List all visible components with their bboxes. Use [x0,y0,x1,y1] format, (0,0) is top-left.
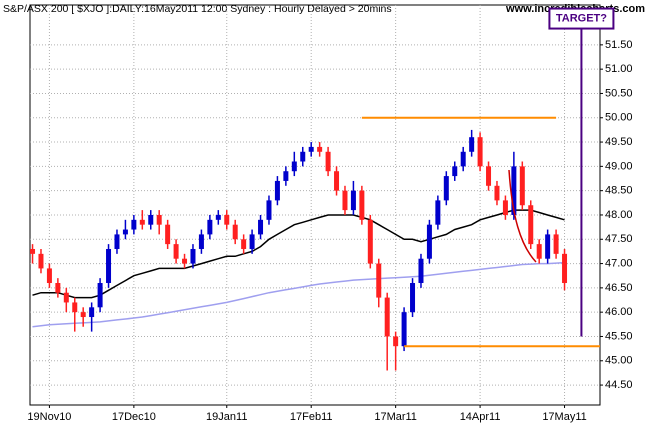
candle-body [384,297,390,337]
target-box [548,7,615,30]
candle-body [148,214,154,225]
x-tick-label: 14Apr11 [460,411,501,423]
candle-body [545,234,551,259]
candle-body [55,283,61,293]
candle-body [249,234,255,249]
candle-body [89,307,95,318]
y-tick-label: 45.00 [605,355,633,367]
candle-body [224,214,230,225]
candle-body [308,146,314,152]
candle-body [131,219,137,230]
candle-body [435,200,441,225]
candle-body [494,185,500,201]
y-tick-label: 44.50 [605,379,633,391]
candle-body [342,190,348,211]
candle-body [106,248,112,284]
candle-body [350,190,356,211]
candle-body [190,248,196,264]
candle-body [114,234,120,249]
x-tick-label: 19Nov10 [27,411,71,423]
candle-body [63,292,69,303]
candle-body [198,234,204,249]
y-tick-label: 49.00 [605,160,633,172]
candle-body [80,312,86,318]
candle-body [477,137,483,167]
candle-body [536,244,542,259]
annotation-curve [508,169,537,263]
candle-body [519,166,525,206]
candle-body [182,258,188,264]
x-tick-label: 19Jan11 [206,411,247,423]
candle-body [30,248,36,254]
candle-body [266,200,272,220]
candle-body [241,239,247,249]
candle-body [46,268,52,284]
candle-body [443,176,449,201]
candle-body [418,258,424,284]
candle-body [410,283,416,313]
candle-body [511,166,517,215]
candle-body [401,312,407,347]
candle-body [291,161,297,172]
candle-body [426,224,432,259]
candle-body [528,205,534,245]
chart-title: S&P/ASX 200 [ $XJO ]:DAILY:16May2011 12:… [3,3,392,15]
y-tick-label: 48.00 [605,209,633,221]
candle-body [165,224,171,245]
x-tick-label: 17Dec10 [112,411,156,423]
candle-body [452,166,458,177]
candle-body [283,171,289,181]
y-tick-label: 47.00 [605,257,633,269]
y-tick-label: 47.50 [605,233,633,245]
x-tick-label: 17Mar11 [374,411,417,423]
candle-body [122,229,128,235]
candle-body [469,137,475,152]
candle-body [553,234,559,254]
y-tick-label: 51.50 [605,39,633,51]
y-tick-label: 51.00 [605,63,633,75]
x-tick-label: 17May11 [542,411,586,423]
candle-body [215,214,221,220]
candle-body [376,263,382,298]
candle-body [486,166,492,186]
y-tick-label: 49.50 [605,136,633,148]
candle-body [72,302,78,313]
candle-body [367,219,373,264]
candle-body [232,224,238,240]
candle-body [359,190,365,220]
candle-body [317,146,323,152]
moving-average [32,261,565,328]
candle-body [97,283,103,308]
candle-body [393,336,399,347]
y-tick-label: 50.00 [605,112,633,124]
candle-body [38,253,44,269]
candle-body [562,253,568,284]
candle-body [173,244,179,259]
moving-average [32,209,565,299]
candle-body [460,151,466,167]
x-tick-label: 17Feb11 [290,411,333,423]
candle-body [334,171,340,191]
candle-body [502,200,508,215]
candle-body [139,219,145,225]
y-tick-label: 46.50 [605,282,633,294]
y-tick-label: 48.50 [605,185,633,197]
candle-body [325,151,331,172]
candle-body [274,180,280,201]
candle-body [207,219,213,235]
y-tick-label: 50.50 [605,87,633,99]
y-tick-label: 46.00 [605,306,633,318]
target-label: TARGET? [556,12,607,24]
candle-body [156,214,162,225]
candle-body [300,151,306,162]
y-tick-label: 45.50 [605,330,633,342]
candle-body [258,219,264,235]
